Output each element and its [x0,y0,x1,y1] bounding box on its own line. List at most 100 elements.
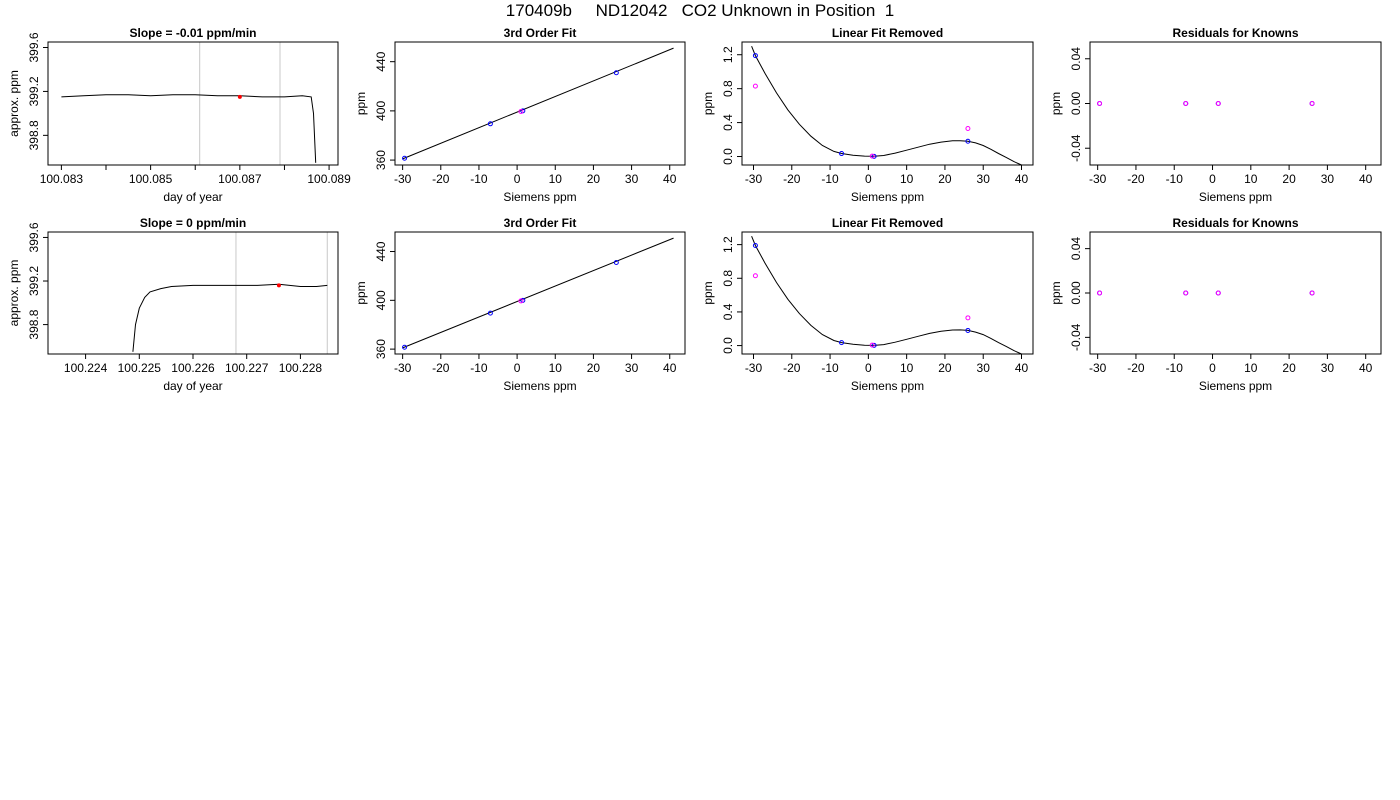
x-tick-label: -10 [1166,172,1184,186]
x-tick-label: 20 [587,361,601,375]
x-tick-label: -30 [394,172,412,186]
y-tick-label: 360 [374,339,388,359]
panel-title: 3rd Order Fit [504,26,577,40]
x-tick-label: 100.225 [118,361,162,375]
fit-line [402,237,674,349]
y-tick-label: 1.2 [721,236,735,253]
y-tick-label: 399.6 [27,222,41,252]
y-tick-label: 0.4 [721,114,735,131]
residual-curve [751,236,1022,354]
plot-area [1097,101,1315,106]
x-tick-label: 10 [900,172,914,186]
plot-area [1097,290,1315,296]
known-point [613,260,619,265]
x-tick-label: 100.226 [171,361,215,375]
panel-3: Linear Fit Removed Siemens ppm ppm -30 -20 -1… [701,26,1034,204]
x-axis-label: day of year [163,190,222,204]
x-tick-label: 100.228 [279,361,323,375]
y-axis-label: ppm [354,281,368,304]
plot-area [751,236,1022,354]
x-axis-label: Siemens ppm [1199,379,1272,393]
y-axis-label: ppm [1049,281,1063,304]
trace-line [61,94,317,163]
x-tick-label: 10 [900,361,914,375]
x-tick-label: 100.085 [129,172,173,186]
fit-line [402,47,674,160]
x-tick-label: 0 [1209,172,1216,186]
x-tick-label: -10 [821,172,839,186]
known-point [402,344,408,350]
y-tick-label: 400 [374,290,388,310]
y-axis-label: approx. ppm [7,70,21,137]
y-tick-label: 399.2 [27,266,41,296]
x-axis-label: Siemens ppm [851,190,924,204]
x-tick-label: -30 [1089,361,1107,375]
selected-point [276,283,281,288]
y-tick-label: 0.00 [1069,281,1083,305]
panel-title: 3rd Order Fit [504,216,577,230]
unknown-point [518,298,524,304]
plot-frame [394,231,686,355]
unknown-point [869,153,875,159]
y-tick-label: 0.00 [1069,91,1083,115]
y-tick-label: -0.04 [1069,323,1083,351]
panel-5: Slope = 0 ppm/min day of year approx. ppm 1… [7,216,339,393]
unknown-point [1097,101,1103,106]
x-tick-label: 30 [1321,172,1335,186]
x-tick-label: -30 [745,172,763,186]
panel-title: Residuals for Knowns [1172,216,1298,230]
x-tick-label: 100.224 [64,361,108,375]
x-tick-label: 40 [663,361,677,375]
x-tick-label: 10 [1244,172,1258,186]
unknown-point [752,273,758,279]
x-tick-label: -20 [432,361,450,375]
unknown-point [1215,101,1221,106]
unknown-point [1097,290,1103,296]
unknown-point [965,315,971,321]
x-tick-label: 10 [549,172,563,186]
known-point [752,53,758,59]
x-tick-label: 40 [1359,361,1373,375]
y-tick-label: 440 [374,241,388,261]
panel-8: Residuals for Knowns Siemens ppm ppm -30 -20… [1049,216,1382,393]
x-tick-label: 40 [1015,172,1029,186]
known-point [613,70,619,76]
x-tick-label: 20 [1282,361,1296,375]
known-point [487,121,493,127]
x-tick-label: 20 [938,172,952,186]
y-tick-label: -0.04 [1069,134,1083,162]
x-tick-label: 100.227 [225,361,269,375]
plot-area [61,42,317,165]
plot-area [402,237,674,350]
y-tick-label: 0.8 [721,80,735,97]
known-point [871,153,877,159]
x-tick-label: 10 [1244,361,1258,375]
x-tick-label: 100.087 [218,172,262,186]
unknown-point [1309,101,1315,106]
y-tick-label: 0.4 [721,303,735,320]
unknown-point [965,126,971,132]
x-tick-label: 20 [1282,172,1296,186]
x-tick-label: 30 [625,172,639,186]
x-tick-label: -20 [783,172,801,186]
y-tick-label: 398.8 [27,120,41,150]
x-tick-label: 10 [549,361,563,375]
known-point [839,151,845,157]
x-axis-label: Siemens ppm [1199,190,1272,204]
plot-frame [1089,231,1382,355]
known-point [487,310,493,316]
x-tick-label: 0 [865,172,872,186]
x-tick-label: -30 [1089,172,1107,186]
known-point [839,340,845,346]
panel-title: Slope = -0.01 ppm/min [129,26,256,40]
panel-6: 3rd Order Fit Siemens ppm ppm -30 -20 -10 0 10 2… [354,216,686,393]
x-tick-label: 100.089 [307,172,351,186]
x-tick-label: 0 [1209,361,1216,375]
x-tick-label: -10 [470,172,488,186]
panel-7: Linear Fit Removed Siemens ppm ppm -30 -20 -1… [701,216,1034,393]
plot-area [132,232,328,354]
y-tick-label: 0.8 [721,270,735,287]
figure-title: 170409b ND12042 CO2 Unknown in Position … [505,1,895,20]
unknown-point [1183,290,1189,296]
